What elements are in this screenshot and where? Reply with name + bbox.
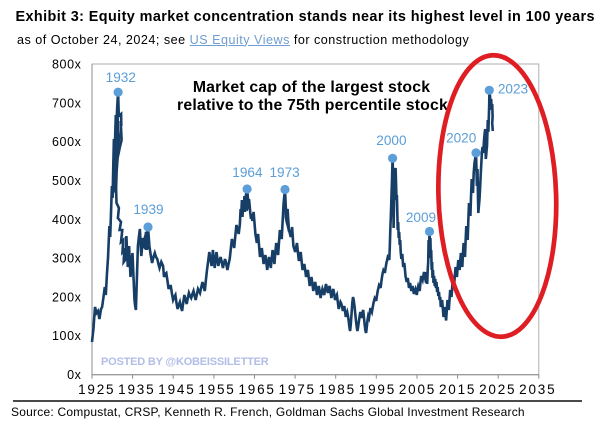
svg-text:0x: 0x bbox=[67, 368, 82, 382]
svg-text:2023: 2023 bbox=[498, 82, 528, 97]
svg-text:POSTED BY @KOBEISSILETTER: POSTED BY @KOBEISSILETTER bbox=[101, 356, 269, 368]
svg-text:400x: 400x bbox=[52, 213, 82, 227]
svg-text:600x: 600x bbox=[52, 135, 82, 149]
svg-text:2020: 2020 bbox=[446, 130, 477, 145]
svg-text:2025: 2025 bbox=[479, 382, 516, 397]
svg-text:1945: 1945 bbox=[158, 382, 195, 397]
svg-text:1935: 1935 bbox=[118, 382, 155, 397]
svg-text:2000: 2000 bbox=[376, 133, 407, 148]
svg-text:500x: 500x bbox=[52, 174, 82, 188]
svg-text:800x: 800x bbox=[52, 58, 82, 72]
svg-text:200x: 200x bbox=[52, 290, 82, 304]
svg-text:1939: 1939 bbox=[133, 202, 163, 217]
svg-text:1965: 1965 bbox=[238, 382, 275, 397]
svg-text:1932: 1932 bbox=[106, 70, 136, 85]
svg-text:300x: 300x bbox=[52, 252, 82, 266]
svg-text:700x: 700x bbox=[52, 96, 82, 110]
svg-text:1985: 1985 bbox=[319, 382, 356, 397]
svg-text:2035: 2035 bbox=[519, 382, 556, 397]
svg-text:1964: 1964 bbox=[232, 165, 263, 180]
svg-text:Market cap of the largest stoc: Market cap of the largest stock bbox=[193, 79, 430, 96]
svg-text:1975: 1975 bbox=[279, 382, 316, 397]
svg-text:1925: 1925 bbox=[78, 382, 115, 397]
svg-text:2009: 2009 bbox=[406, 210, 436, 225]
svg-text:2005: 2005 bbox=[399, 382, 436, 397]
svg-text:100x: 100x bbox=[52, 329, 82, 343]
svg-text:1995: 1995 bbox=[359, 382, 396, 397]
svg-text:2015: 2015 bbox=[439, 382, 476, 397]
svg-text:relative to the 75th percentil: relative to the 75th percentile stock bbox=[177, 97, 448, 114]
svg-text:1955: 1955 bbox=[198, 382, 235, 397]
svg-text:1973: 1973 bbox=[269, 165, 299, 180]
